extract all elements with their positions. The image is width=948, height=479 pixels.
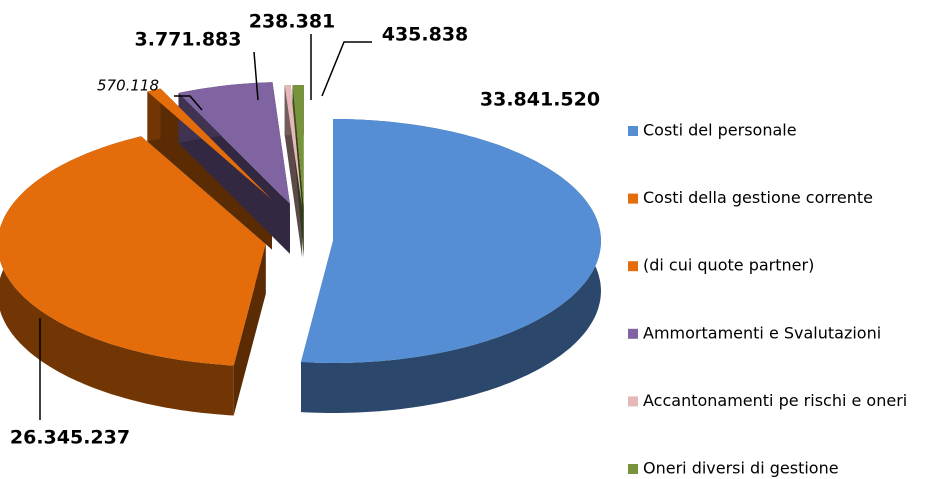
legend-label: Costi del personale — [643, 121, 797, 140]
legend-label: (di cui quote partner) — [643, 256, 814, 275]
data-label: 435.838 — [382, 24, 469, 46]
data-label: 238.381 — [249, 11, 336, 33]
leader-line — [174, 95, 203, 111]
legend-swatch — [628, 396, 638, 407]
legend-swatch — [628, 261, 638, 272]
labels: 33.841.520 26.345.237 570.118 3.771.883 238.… — [10, 11, 600, 449]
legend-label: Costi della gestione corrente — [643, 188, 873, 207]
data-label: 26.345.237 — [10, 427, 130, 449]
leader-line — [321, 41, 372, 97]
legend-swatch — [628, 126, 638, 136]
leader-line — [253, 51, 259, 101]
legend-swatch — [628, 193, 638, 204]
data-label: 33.841.520 — [480, 89, 600, 111]
data-label: 570.118 — [97, 77, 159, 95]
pie-tops — [0, 82, 601, 366]
slice — [292, 85, 304, 207]
legend-label: Ammortamenti e Svalutazioni — [643, 323, 881, 342]
legend-label: Accantonamenti pe rischi e oneri — [643, 391, 907, 410]
slice — [147, 88, 272, 200]
legend-swatch — [628, 328, 638, 339]
data-label: 3.771.883 — [135, 29, 242, 51]
legend-label: Oneri diversi di gestione — [643, 459, 839, 478]
slice — [0, 136, 266, 366]
legend-swatch — [628, 464, 638, 474]
slice — [301, 119, 601, 363]
legend: Costi del personale Costi della gestione … — [628, 121, 907, 478]
slice — [178, 82, 290, 204]
slice-side — [147, 88, 161, 142]
slice — [284, 85, 303, 207]
